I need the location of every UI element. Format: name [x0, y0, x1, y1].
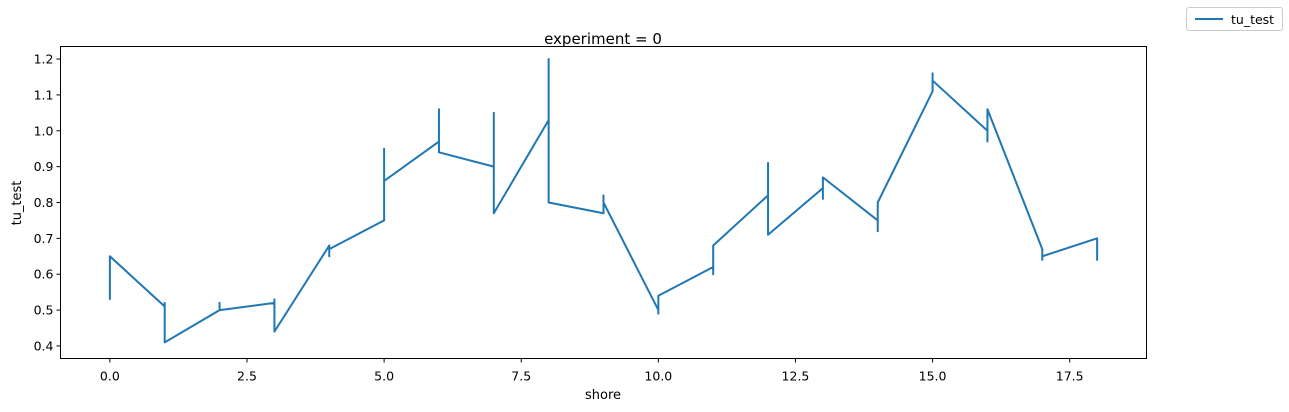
x-axis-label: shore: [585, 388, 621, 403]
data-point: [163, 341, 166, 344]
data-point: [931, 79, 934, 82]
x-tick-label: 7.5: [511, 369, 531, 384]
data-point: [547, 58, 550, 60]
data-point: [712, 273, 714, 276]
x-tick-label: 10.0: [644, 369, 672, 384]
data-point: [767, 162, 769, 164]
x-tick-label: 15.0: [919, 369, 947, 384]
data-point: [712, 266, 714, 268]
y-axis: 0.4 0.5 0.6 0.7 0.8 0.9 1.0 1.1 1.2: [34, 52, 61, 353]
data-point: [712, 244, 714, 247]
y-tick-label: 1.1: [34, 87, 54, 102]
series-points: [109, 58, 1098, 344]
data-point: [602, 201, 605, 204]
y-tick-label: 0.8: [34, 195, 54, 210]
data-point: [109, 298, 111, 301]
y-tick-label: 0.5: [34, 303, 54, 318]
data-point: [328, 255, 331, 258]
data-point: [822, 187, 824, 189]
data-point: [383, 180, 385, 182]
y-tick-label: 1.2: [34, 52, 54, 67]
y-axis-label: tu_test: [10, 181, 25, 226]
data-point: [876, 201, 879, 204]
y-tick-label: 0.9: [34, 159, 54, 174]
data-point: [657, 309, 660, 311]
x-axis: 0.0 2.5 5.0 7.5 10.0 12.5 15.0 17.5: [100, 358, 1084, 384]
data-point: [876, 230, 879, 232]
data-point: [438, 151, 440, 154]
data-point: [547, 201, 550, 204]
x-tick-label: 12.5: [782, 369, 810, 384]
x-tick-label: 0.0: [100, 369, 120, 384]
legend-swatch-tu_test: [1195, 18, 1223, 20]
data-point: [163, 302, 166, 304]
y-tick-label: 0.4: [34, 338, 54, 353]
data-point: [273, 298, 276, 301]
data-point: [822, 198, 824, 200]
data-point: [1041, 255, 1044, 258]
data-point: [493, 212, 495, 215]
legend: tu_test: [1186, 7, 1283, 31]
data-point: [767, 233, 769, 236]
data-point: [273, 302, 276, 304]
data-point: [547, 119, 550, 121]
y-tick-label: 0.7: [34, 231, 54, 246]
data-point: [602, 212, 605, 215]
data-point: [328, 248, 331, 250]
x-tick-label: 2.5: [237, 369, 257, 384]
data-point: [876, 219, 879, 222]
x-tick-label: 17.5: [1056, 369, 1084, 384]
data-point: [163, 305, 166, 308]
series-line-tu_test: [108, 58, 1099, 344]
data-point: [657, 294, 660, 297]
data-point: [986, 140, 989, 143]
y-tick-label: 0.6: [34, 267, 54, 282]
data-point: [931, 72, 934, 75]
chart-title: experiment = 0: [544, 30, 662, 48]
data-point: [822, 176, 824, 179]
data-point: [931, 90, 934, 93]
x-tick-label: 5.0: [374, 369, 394, 384]
legend-label-tu_test: tu_test: [1231, 11, 1275, 27]
y-tick-label: 1.0: [34, 123, 54, 138]
data-point: [218, 302, 221, 304]
data-point: [986, 129, 989, 132]
data-point: [1096, 237, 1098, 240]
data-point: [493, 165, 495, 168]
data-point: [1041, 248, 1044, 250]
data-point: [986, 108, 989, 111]
data-point: [602, 194, 605, 197]
data-point: [109, 255, 111, 258]
data-point: [657, 312, 660, 315]
data-point: [383, 147, 385, 150]
data-point: [383, 219, 385, 222]
data-point: [438, 140, 440, 143]
data-point: [218, 309, 221, 311]
data-point: [493, 112, 495, 114]
data-point: [1096, 259, 1098, 261]
data-point: [328, 244, 331, 247]
data-point: [767, 194, 769, 197]
data-point: [1041, 259, 1044, 261]
data-point: [273, 330, 276, 333]
data-point: [438, 108, 440, 111]
